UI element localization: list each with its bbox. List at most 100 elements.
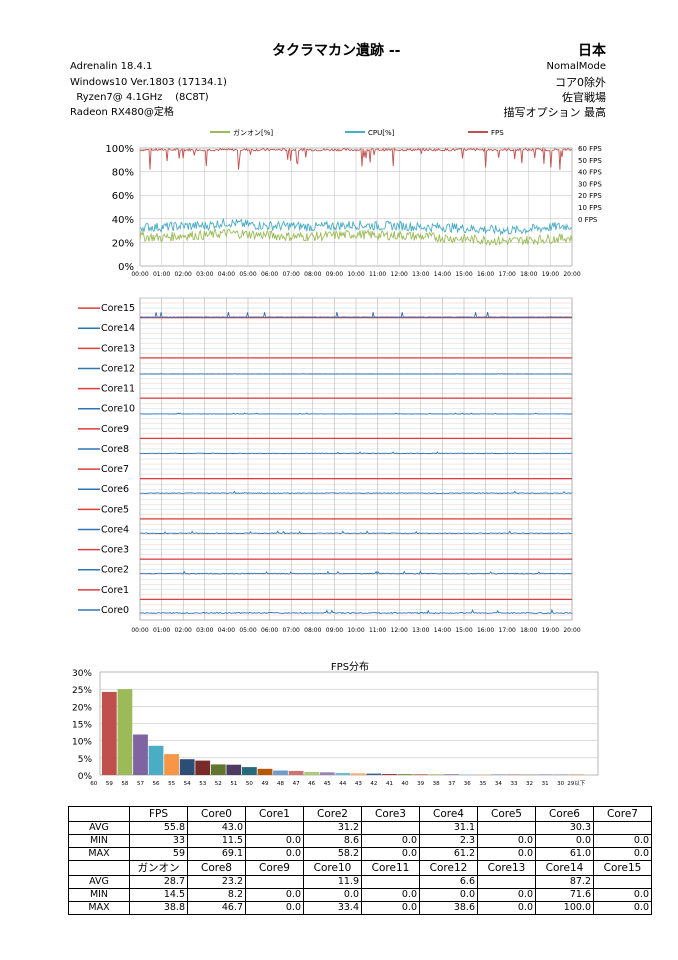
bar-37 xyxy=(444,774,460,775)
legend-core13: Core13 xyxy=(101,343,135,354)
x-tick-label: 54 xyxy=(184,781,191,787)
driver-version: Adrenalin 18.4.1 xyxy=(70,61,153,72)
cpu-spec: Ryzen7@ 4.1GHz (8C8T) xyxy=(70,92,209,103)
table-cell: 0.0 xyxy=(361,888,420,902)
x-tick-label: 12:00 xyxy=(391,271,408,278)
column-header: Core14 xyxy=(535,860,594,876)
column-header: Core3 xyxy=(361,806,420,822)
table-cell: 2.3 xyxy=(419,834,478,848)
x-tick-label: 43 xyxy=(355,781,362,787)
table-cell: 0.0 xyxy=(593,888,652,902)
x-tick-label: 07:00 xyxy=(283,627,300,634)
column-header: Core12 xyxy=(419,860,478,876)
column-header: FPS xyxy=(129,806,188,822)
x-tick-label: 12:00 xyxy=(391,627,408,634)
bar-55 xyxy=(164,754,179,775)
y-tick-label: 25% xyxy=(72,686,92,696)
x-tick-label: 05:00 xyxy=(239,627,256,634)
table-cell: 33 xyxy=(129,834,188,848)
legend-core1: Core1 xyxy=(101,585,129,596)
bar-40 xyxy=(397,774,413,775)
core-line-core8 xyxy=(139,451,573,455)
x-tick-label: 09:00 xyxy=(326,271,343,278)
table-cell: 30.3 xyxy=(535,821,594,835)
x-tick-label: 03:00 xyxy=(196,271,213,278)
core-line-core6 xyxy=(140,490,573,495)
column-header: Core4 xyxy=(419,806,478,822)
legend-core4: Core4 xyxy=(101,524,129,535)
table-cell xyxy=(361,821,420,835)
x-tick-label: 57 xyxy=(137,781,144,787)
bar-46 xyxy=(304,771,320,775)
x-tick-label: 00:00 xyxy=(131,271,148,278)
x-tick-label: 36 xyxy=(464,781,471,787)
x-tick-label: 13:00 xyxy=(412,627,429,634)
table-header-row: ガンオン Core8 Core9 Core10 Core11 Core12 Core13 Co… xyxy=(68,860,652,876)
legend-core7: Core7 xyxy=(101,464,129,475)
x-tick-label: 05:00 xyxy=(239,271,256,278)
x-tick-label: 20:00 xyxy=(563,627,580,634)
bar-44 xyxy=(335,772,351,775)
bar-48 xyxy=(273,770,288,775)
bar-57 xyxy=(133,734,148,775)
row-label: AVG xyxy=(68,875,130,889)
bar-49 xyxy=(257,768,273,775)
x-tick-label: 15:00 xyxy=(455,271,472,278)
y2-tick-label: 0 FPS xyxy=(578,216,598,224)
bar-41 xyxy=(382,774,397,775)
x-tick-label: 58 xyxy=(121,781,128,787)
x-tick-label: 00:00 xyxy=(131,627,148,634)
y-tick-label: 0% xyxy=(78,772,93,782)
table-cell: 0.0 xyxy=(303,888,362,902)
gpu-spec: Radeon RX480@定格 xyxy=(70,107,174,118)
y2-tick-label: 30 FPS xyxy=(578,180,602,188)
core-line-core12 xyxy=(139,373,573,375)
x-tick-label: 41 xyxy=(386,781,393,787)
table-cell: 11.5 xyxy=(187,834,246,848)
column-header: Core2 xyxy=(303,806,362,822)
table-cell xyxy=(245,875,304,889)
x-tick-label: 50 xyxy=(246,781,253,787)
bar-39 xyxy=(413,774,428,775)
x-tick-label: 10:00 xyxy=(347,627,364,634)
table-cell: 0.0 xyxy=(477,901,536,915)
y2-tick-label: 10 FPS xyxy=(578,204,602,212)
table-cell: 87.2 xyxy=(535,875,594,889)
x-tick-label: 08:00 xyxy=(304,271,321,278)
table-cell: 100.0 xyxy=(535,901,594,915)
x-tick-label: 02:00 xyxy=(175,271,192,278)
core-line-core10 xyxy=(140,412,573,415)
column-header: Core15 xyxy=(593,860,652,876)
table-cell xyxy=(245,821,304,835)
table-cell: 0.0 xyxy=(477,847,536,861)
x-tick-label: 03:00 xyxy=(196,627,213,634)
x-tick-label: 13:00 xyxy=(412,271,429,278)
table-cell: 0.0 xyxy=(361,847,420,861)
table-cell xyxy=(593,821,652,835)
table-header-row: FPS Core0 Core1 Core2 Core3 Core4 Core5 Core6 Co… xyxy=(68,806,652,822)
legend-core10: Core10 xyxy=(101,404,135,415)
x-tick-label: 52 xyxy=(215,781,222,787)
x-tick-label: 56 xyxy=(153,781,160,787)
legend-core9: Core9 xyxy=(101,424,129,435)
table-cell: 14.5 xyxy=(129,888,188,902)
legend-core2: Core2 xyxy=(101,565,129,576)
x-tick-label: 46 xyxy=(308,781,315,787)
y-tick-label: 20% xyxy=(112,238,134,249)
legend-core5: Core5 xyxy=(101,504,129,515)
table-cell: 38.6 xyxy=(419,901,478,915)
core-line-core4 xyxy=(139,530,573,535)
x-tick-label: 19:00 xyxy=(542,627,559,634)
table-cell xyxy=(477,875,536,889)
table-cell: 11.9 xyxy=(303,875,362,889)
page-title: タクラマカン遺跡 -- xyxy=(272,43,401,59)
column-header: Core10 xyxy=(303,860,362,876)
legend-core3: Core3 xyxy=(101,545,129,556)
row-label: AVG xyxy=(68,821,130,835)
x-tick-label: 44 xyxy=(339,781,346,787)
bar-42 xyxy=(366,773,382,775)
x-tick-label: 39 xyxy=(417,781,424,787)
table-cell: 8.2 xyxy=(187,888,246,902)
y-tick-label: 0% xyxy=(118,262,134,273)
table-cell: 0.0 xyxy=(477,888,536,902)
